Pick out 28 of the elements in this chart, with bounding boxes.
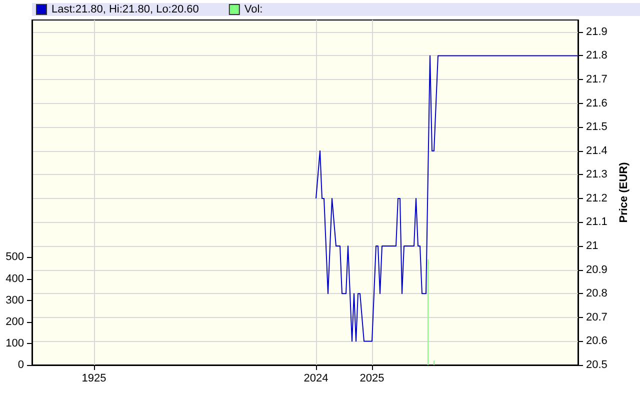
y2-tick-label: 21.4 bbox=[586, 144, 608, 157]
y-tick-label: 200 bbox=[6, 316, 24, 328]
y2-tick-label: 21.6 bbox=[586, 97, 608, 110]
y2-tick-label: 21.8 bbox=[586, 50, 608, 62]
y-tick-label: 100 bbox=[6, 337, 24, 350]
y-tick-label: 0 bbox=[18, 359, 24, 371]
x-tick-label: 2025 bbox=[360, 372, 384, 384]
y2-tick-label: 20.5 bbox=[586, 359, 608, 371]
y2-tick-label: 21.3 bbox=[586, 168, 608, 181]
y2-tick-label: 21.1 bbox=[586, 216, 608, 228]
y-tick-label: 300 bbox=[6, 294, 24, 306]
y2-tick-label: 20.9 bbox=[586, 264, 608, 276]
x-tick-label: 2024 bbox=[304, 372, 328, 384]
y2-tick-label: 21.9 bbox=[586, 26, 608, 38]
y2-tick-label: 20.8 bbox=[586, 288, 608, 300]
y2-tick-label: 21.5 bbox=[586, 121, 608, 134]
y2-axis-title: Price (EUR) bbox=[618, 162, 630, 223]
legend-label: Last:21.80, Hi:21.80, Lo:20.60 bbox=[52, 4, 199, 16]
y-tick-label: 500 bbox=[6, 251, 24, 264]
line-series bbox=[316, 55, 578, 342]
y-tick-label: 400 bbox=[6, 272, 24, 285]
y2-tick-label: 21.2 bbox=[586, 192, 608, 204]
y2-tick-label: 20.6 bbox=[586, 335, 608, 348]
legend-label: Vol: bbox=[244, 4, 263, 16]
x-tick-label: 1925 bbox=[82, 372, 106, 384]
y2-tick-label: 21.7 bbox=[586, 73, 608, 86]
y2-tick-label: 21 bbox=[586, 240, 598, 252]
y2-tick-label: 20.7 bbox=[586, 311, 608, 324]
